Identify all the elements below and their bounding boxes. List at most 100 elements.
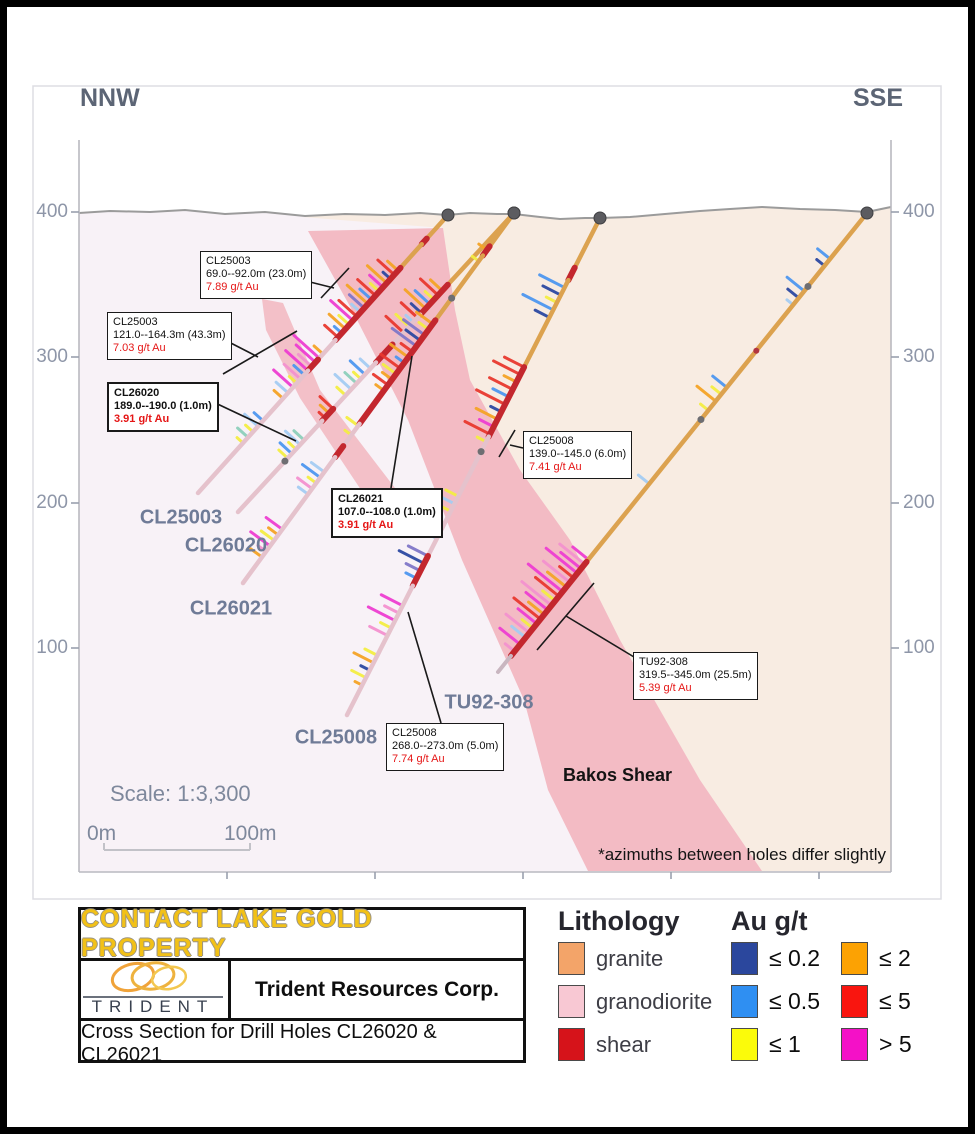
legend-item: ≤ 1 (731, 1028, 820, 1061)
scale-label: Scale: 1:3,300 (110, 781, 251, 806)
drillhole-trace (398, 241, 424, 271)
collar-dot (860, 206, 874, 220)
drillhole-trace (417, 281, 451, 318)
legend-item: ≤ 2 (841, 942, 912, 975)
drillhole-trace (521, 277, 571, 370)
svg-text:TRIDENT: TRIDENT (92, 997, 215, 1015)
assay-tick (526, 562, 565, 594)
annotation-leader-line (565, 615, 635, 658)
annotation-leader-line (208, 399, 297, 442)
assay-tick (352, 651, 376, 665)
interval-bracket-line (536, 582, 595, 651)
title-block: CONTACT LAKE GOLD PROPERTY TRIDENT Tride… (78, 905, 526, 1066)
annotation-interval: 139.0--145.0 (6.0m) (529, 448, 627, 461)
assay-tick (403, 288, 428, 311)
assay-tick (571, 545, 590, 562)
assay-tick (345, 283, 370, 306)
assay-tick (504, 612, 531, 635)
assay-tick (292, 363, 306, 377)
drillhole-trace (433, 253, 486, 323)
drillhole-trace (332, 443, 347, 461)
assay-tick (474, 406, 500, 421)
drillhole-trace (565, 264, 578, 284)
assay-tick (300, 463, 322, 480)
legend-swatch (841, 985, 868, 1018)
assay-tick (415, 310, 435, 326)
assay-tick (363, 647, 379, 657)
lithology-legend-title: Lithology (558, 906, 680, 936)
interval-bracket-line (222, 330, 298, 375)
assay-annotation-box: CL25003 69.0--92.0m (23.0m) 7.89 g/t Au (200, 251, 313, 299)
azimuth-note: *azimuths between holes differ slightly (598, 845, 886, 864)
downhole-marker-dot (753, 347, 760, 354)
legend-item: shear (558, 1028, 712, 1061)
assay-annotation-box: TU92-308 319.5--345.0m (25.5m) 5.39 g/t Au (633, 652, 758, 700)
company-name: Trident Resources Corp. (255, 977, 499, 1001)
elevation-label-left: 400 (36, 201, 68, 222)
legend-swatch (731, 942, 758, 975)
assay-tick (541, 559, 572, 584)
assay-tick (418, 277, 440, 297)
caption-row: Cross Section for Drill Holes CL26020 & … (81, 1021, 523, 1067)
drillhole-trace (356, 317, 439, 427)
assay-annotation-box: CL25003 121.0--164.3m (43.3m) 7.03 g/t Au (107, 312, 232, 360)
assay-tick (558, 542, 587, 566)
legend-item: granite (558, 942, 712, 975)
assay-tick (368, 624, 389, 637)
drillhole-label: CL25003 (139, 506, 223, 529)
assay-tick (294, 343, 317, 364)
legend-label: shear (596, 1031, 652, 1057)
legend-item: ≤ 5 (841, 985, 912, 1018)
assay-tick (283, 429, 302, 447)
assay-tick (538, 273, 567, 290)
assay-tick (502, 355, 526, 369)
assay-tick (345, 415, 360, 428)
drillhole-trace (195, 368, 311, 496)
assay-tick (397, 549, 426, 565)
elevation-label-right: 100 (903, 637, 935, 658)
annotation-grade: 3.91 g/t Au (338, 519, 394, 532)
annotation-leader-line (407, 611, 442, 724)
assay-tick (274, 380, 290, 395)
legend-label: ≤ 5 (879, 988, 911, 1014)
assay-annotation-box: CL26021 107.0--108.0 (1.0m) 3.91 g/t Au (331, 488, 443, 538)
collar-dot (441, 208, 455, 222)
drillhole-trace (507, 558, 590, 659)
interval-bracket-line (498, 429, 516, 458)
annotation-hole-name: CL25008 (529, 435, 574, 447)
assay-tick (296, 476, 314, 491)
legend-item: ≤ 0.5 (731, 985, 820, 1018)
drillhole-trace (315, 337, 338, 362)
assay-tick (337, 298, 359, 318)
assay-tick (498, 626, 522, 646)
annotation-hole-name: CL25003 (206, 255, 251, 267)
assay-annotation-box: CL25008 139.0--145.0 (6.0m) 7.41 g/t Au (523, 431, 633, 479)
assay-tick (444, 488, 460, 498)
collar-dot (507, 206, 521, 220)
drillhole-trace (235, 418, 325, 515)
drillhole-label: CL25008 (294, 726, 378, 749)
assay-tick (356, 278, 377, 298)
annotation-grade: 7.41 g/t Au (529, 461, 582, 474)
annotation-leader-line (390, 355, 413, 489)
assay-tick (492, 359, 522, 377)
assay-tick (406, 544, 430, 558)
annotation-grade: 3.91 g/t Au (114, 413, 170, 426)
assay-annotation-box: CL25008 268.0--273.0m (5.0m) 7.74 g/t Au (386, 723, 505, 771)
legend-label: ≤ 0.5 (769, 988, 820, 1014)
downhole-marker-dot (804, 282, 812, 290)
annotation-hole-name: CL26021 (338, 493, 384, 505)
elevation-label-right: 400 (903, 201, 935, 222)
annotation-grade: 7.74 g/t Au (392, 753, 445, 766)
drillhole-trace (487, 210, 517, 249)
trident-logo-rings-icon: TRIDENT (83, 961, 223, 1016)
assay-tick (309, 461, 326, 474)
annotation-interval: 121.0--164.3m (43.3m) (113, 329, 226, 342)
assay-tick (365, 264, 389, 285)
elevation-label-right: 200 (903, 492, 935, 513)
assay-tick (816, 247, 832, 261)
drillhole-trace (485, 364, 528, 440)
assay-tick (520, 580, 554, 607)
drillhole-label: CL26021 (189, 597, 273, 620)
